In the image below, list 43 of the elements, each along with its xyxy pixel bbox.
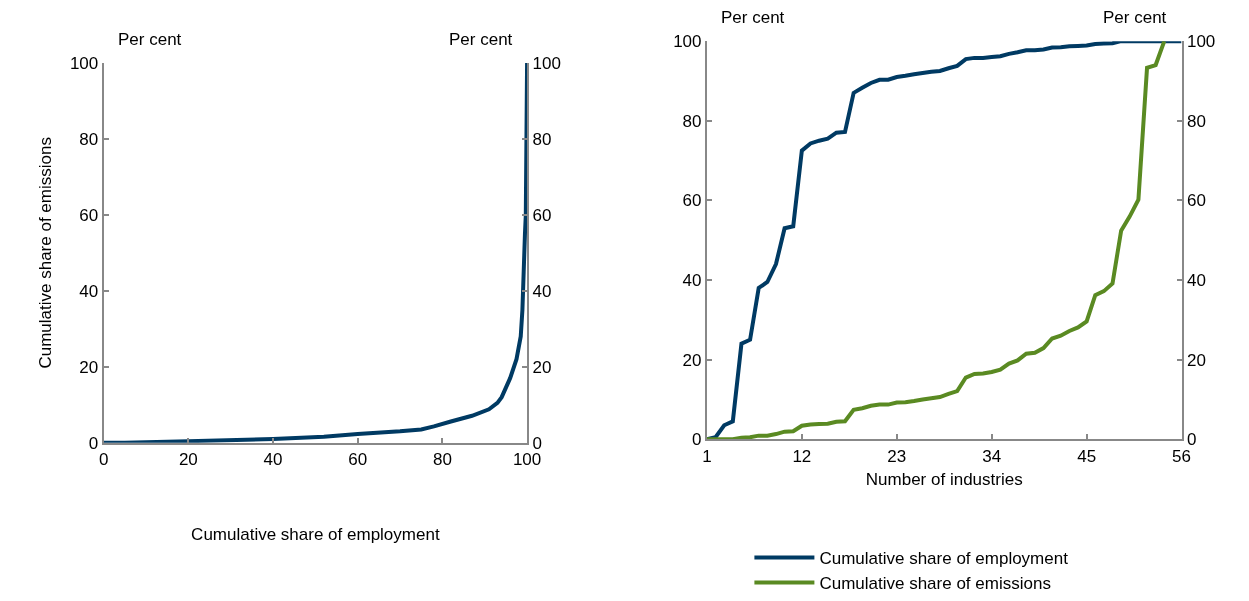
y-tick-label: 0	[88, 433, 99, 453]
x-axis-title: Cumulative share of employment	[191, 525, 440, 545]
y-tick-label: 20	[79, 357, 99, 377]
y2-tick-label: 40	[1186, 270, 1206, 290]
x-tick-label: 45	[1077, 446, 1097, 466]
x-tick-label: 20	[178, 450, 198, 470]
x-tick-label: 60	[348, 450, 368, 470]
y-tick-label: 20	[682, 350, 702, 370]
x-tick-label: 80	[432, 450, 452, 470]
y-axis-title: Cumulative share of emissions	[35, 137, 55, 369]
text: Per cent	[449, 30, 513, 49]
y-tick-label: 100	[673, 32, 702, 52]
y2-tick-label: 100	[532, 53, 561, 73]
y-tick-label: 100	[69, 53, 99, 73]
y-tick-label: 0	[692, 430, 702, 450]
y2-tick-label: 20	[1186, 350, 1206, 370]
legend-label: Cumulative share of employment	[819, 549, 1069, 569]
y-tick-label: 80	[682, 111, 702, 131]
x-tick-label: 12	[792, 446, 812, 466]
y-tick-label: 40	[79, 281, 99, 301]
text: Per cent	[1103, 8, 1167, 27]
x-tick-label: 100	[512, 450, 542, 470]
y2-tick-label: 40	[532, 281, 552, 301]
y2-tick-label: 60	[532, 205, 552, 225]
line-series	[103, 62, 528, 443]
y2-tick-label: 0	[532, 433, 542, 453]
y2-tick-label: 80	[1186, 111, 1206, 131]
y2-tick-label: 80	[532, 129, 552, 149]
y2-tick-label: 60	[1186, 191, 1206, 211]
y-tick-label: 60	[79, 205, 99, 225]
x-tick-label: 23	[887, 446, 907, 466]
x-tick-label: 40	[263, 450, 283, 470]
x-tick-label: 34	[982, 446, 1002, 466]
y-tick-label: 80	[79, 129, 99, 149]
x-tick-label: 1	[702, 446, 712, 466]
y-tick-label: 40	[682, 270, 702, 290]
text: Per cent	[721, 8, 785, 27]
y2-tick-label: 20	[532, 357, 552, 377]
text: Per cent	[118, 30, 182, 49]
y2-tick-label: 100	[1186, 32, 1216, 52]
legend-label: Cumulative share of emissions	[819, 574, 1051, 594]
y-tick-label: 60	[682, 191, 702, 211]
x-axis-title: Number of industries	[865, 469, 1023, 489]
